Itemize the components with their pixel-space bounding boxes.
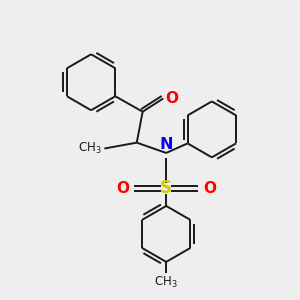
Text: S: S — [160, 179, 172, 197]
Text: O: O — [204, 181, 217, 196]
Text: O: O — [165, 91, 178, 106]
Text: CH$_3$: CH$_3$ — [78, 141, 102, 156]
Text: O: O — [116, 181, 129, 196]
Text: CH$_3$: CH$_3$ — [154, 274, 178, 290]
Text: N: N — [159, 137, 173, 152]
